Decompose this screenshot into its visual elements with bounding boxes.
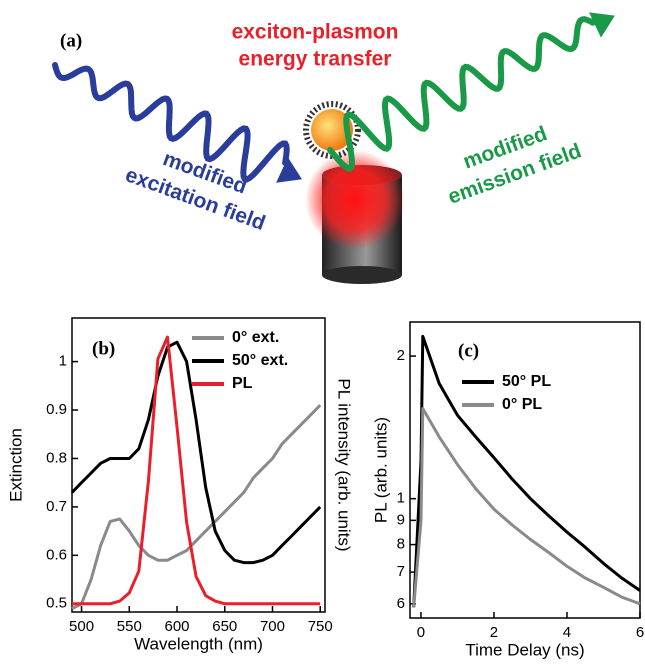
data-line — [70, 340, 322, 565]
x-tick-label: 6 — [636, 624, 644, 641]
y-tick-label: 0.5 — [46, 595, 67, 612]
x-axis-title: Time Delay (ns) — [465, 640, 584, 659]
plot-frame — [71, 317, 326, 613]
glow — [305, 150, 405, 250]
schematic: (a) exciton-plasmon energy transfer modi… — [52, 12, 615, 284]
chart: 0 2 4 6 2 1 9 8 7 6 Time Delay (ns) PL (arb. units)… — [371, 321, 644, 659]
wave — [327, 16, 596, 173]
y-tick-label: 7 — [397, 563, 405, 580]
legend-label: 0° ext. — [232, 329, 279, 346]
cylinder-base — [322, 266, 402, 284]
y-tick-label: 9 — [397, 511, 405, 528]
x-tick-label: 0 — [417, 624, 425, 641]
x-tick-label: 550 — [117, 618, 142, 635]
y-axis-title: Extinction — [6, 428, 25, 502]
chart: 500 550 600 650 700 750 0.5 0.6 0.7 0.8 0.9 1 Wavele… — [6, 317, 354, 653]
y-tick-label: 6 — [397, 595, 405, 612]
y-tick-label: 0.7 — [46, 498, 67, 515]
x-tick-label: 4 — [563, 624, 571, 641]
x-tick-label: 600 — [165, 618, 190, 635]
y-tick-label: 1 — [59, 353, 67, 370]
panel-label: (a) — [60, 30, 82, 51]
legend-label: PL — [232, 375, 253, 392]
data-line — [412, 407, 641, 608]
y-axis-title: PL (arb. units) — [371, 417, 390, 523]
legend-label: 0° PL — [502, 396, 542, 413]
x-tick-label: 700 — [260, 618, 285, 635]
transfer-label: exciton-plasmon — [232, 21, 399, 44]
y-tick-label: 0.6 — [46, 546, 67, 563]
legend-label: 50° ext. — [232, 352, 288, 369]
x-axis-title: Wavelength (nm) — [134, 634, 263, 653]
x-tick-label: 650 — [212, 618, 237, 635]
data-line — [71, 404, 322, 610]
y-tick-label: 2 — [397, 347, 405, 364]
y2-axis-title: PL intensity (arb. units) — [335, 378, 354, 551]
nanoparticle — [311, 109, 353, 151]
y-tick-label: 0.9 — [46, 401, 67, 418]
panel-label: (c) — [458, 340, 479, 361]
arrowhead — [589, 12, 615, 38]
x-tick-label: 500 — [69, 618, 94, 635]
x-tick-label: 2 — [490, 624, 498, 641]
wave — [52, 62, 290, 183]
transfer-label: energy transfer — [239, 48, 392, 71]
plot-frame — [409, 321, 641, 619]
data-line — [412, 334, 641, 608]
y-tick-label: 8 — [397, 536, 405, 553]
arrowhead — [276, 157, 302, 183]
y-tick-label: 0.8 — [46, 449, 67, 466]
data-line — [72, 335, 321, 606]
legend-label: 50° PL — [502, 373, 551, 390]
x-tick-label: 750 — [308, 618, 333, 635]
panel-label: (b) — [92, 338, 115, 359]
y-tick-label: 1 — [397, 490, 405, 507]
